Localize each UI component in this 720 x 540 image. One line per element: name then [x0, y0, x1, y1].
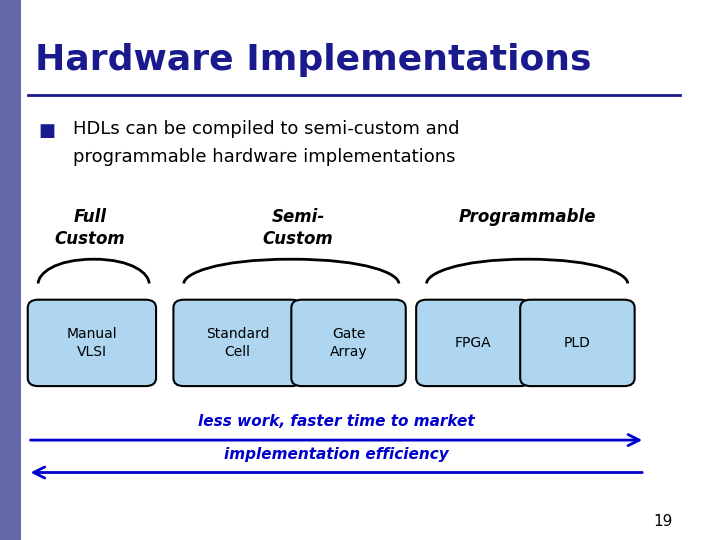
FancyBboxPatch shape — [174, 300, 302, 386]
FancyBboxPatch shape — [521, 300, 634, 386]
FancyBboxPatch shape — [416, 300, 531, 386]
Text: HDLs can be compiled to semi-custom and: HDLs can be compiled to semi-custom and — [73, 120, 459, 138]
FancyBboxPatch shape — [28, 300, 156, 386]
Text: less work, faster time to market: less work, faster time to market — [198, 414, 474, 429]
Text: Semi-
Custom: Semi- Custom — [263, 208, 333, 248]
FancyBboxPatch shape — [292, 300, 406, 386]
Text: Manual
VLSI: Manual VLSI — [66, 327, 117, 359]
Text: implementation efficiency: implementation efficiency — [224, 447, 449, 462]
Text: Gate
Array: Gate Array — [330, 327, 367, 359]
Text: PLD: PLD — [564, 336, 591, 350]
Text: Hardware Implementations: Hardware Implementations — [35, 43, 591, 77]
Text: FPGA: FPGA — [455, 336, 492, 350]
Text: programmable hardware implementations: programmable hardware implementations — [73, 148, 455, 166]
Text: 19: 19 — [654, 514, 672, 529]
Text: ■: ■ — [38, 122, 55, 139]
Text: Full
Custom: Full Custom — [55, 208, 125, 248]
Text: Programmable: Programmable — [459, 208, 596, 226]
FancyBboxPatch shape — [0, 0, 21, 540]
Text: Standard
Cell: Standard Cell — [206, 327, 269, 359]
